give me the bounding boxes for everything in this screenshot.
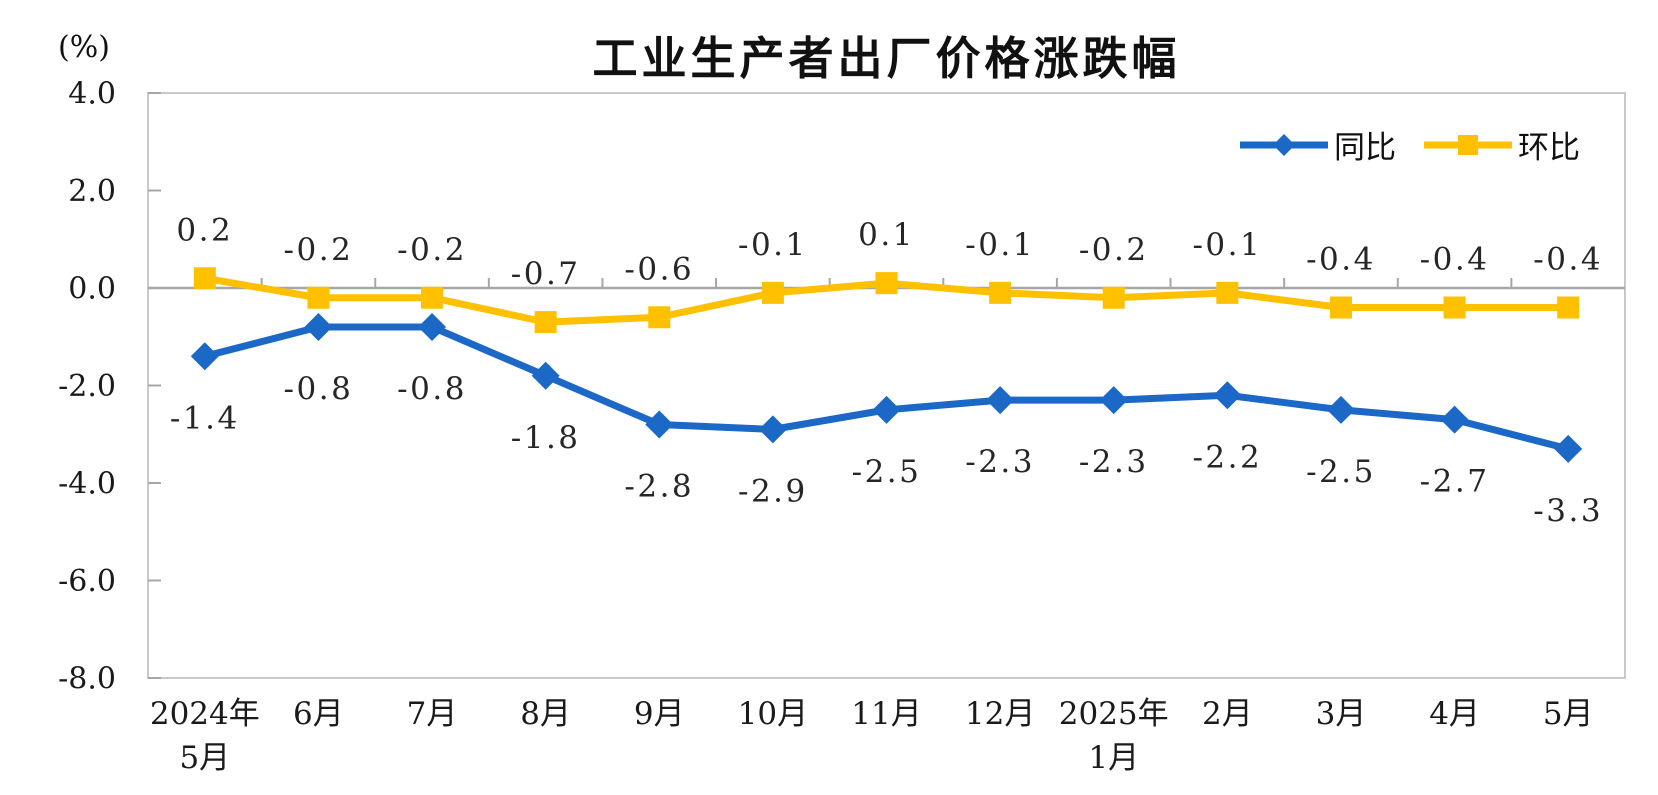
data-label: -3.3 <box>1533 493 1603 529</box>
data-point-marker <box>1329 296 1352 319</box>
data-point-marker <box>645 410 674 439</box>
data-point-marker <box>1554 434 1583 463</box>
data-label: -2.2 <box>1192 439 1262 475</box>
data-point-marker <box>531 361 560 390</box>
x-axis-tick-label: 2月 <box>1202 696 1253 732</box>
x-axis-tick-label: 2025年 <box>1059 696 1169 732</box>
data-point-marker <box>1216 281 1239 304</box>
y-axis-tick-label: 2.0 <box>68 174 116 209</box>
data-point-marker <box>1443 296 1466 319</box>
yoy-line-marker-icon <box>1240 133 1328 156</box>
data-point-marker <box>193 267 216 290</box>
data-label: -0.7 <box>511 256 581 292</box>
data-label: -2.5 <box>852 454 922 490</box>
x-axis-tick-label: 2024年 <box>150 696 260 732</box>
data-label: -0.1 <box>1192 227 1262 263</box>
y-axis-tick-label: -6.0 <box>58 564 116 599</box>
data-label: -0.2 <box>284 232 354 268</box>
data-label: -0.1 <box>738 227 808 263</box>
data-point-marker <box>872 395 901 424</box>
y-axis-tick-label: 0.0 <box>68 272 116 307</box>
data-label: -0.4 <box>1306 242 1376 278</box>
data-point-marker <box>1440 405 1469 434</box>
data-label: -0.4 <box>1420 242 1490 278</box>
y-axis-tick-label: 4.0 <box>68 77 116 112</box>
data-point-marker <box>418 313 447 341</box>
data-label: 0.1 <box>858 217 915 253</box>
data-point-marker <box>190 342 219 371</box>
x-axis-tick-label: 1月 <box>1088 740 1139 776</box>
x-axis-tick-label: 6月 <box>293 696 344 732</box>
data-point-marker <box>421 286 444 309</box>
data-label: -2.7 <box>1420 464 1490 500</box>
data-point-marker <box>758 415 787 444</box>
data-label: -0.1 <box>965 227 1035 263</box>
data-point-marker <box>534 311 557 334</box>
x-axis-tick-label: 5月 <box>1543 696 1594 732</box>
data-label: -0.8 <box>397 371 467 407</box>
data-point-marker <box>1102 286 1125 309</box>
data-label: -2.8 <box>624 469 694 505</box>
data-label: -1.8 <box>511 420 581 456</box>
data-point-marker <box>989 281 1012 304</box>
data-label: -2.3 <box>965 444 1035 480</box>
data-point-marker <box>304 313 333 341</box>
y-axis-tick-label: -2.0 <box>58 369 116 404</box>
x-axis-tick-label: 11月 <box>851 696 921 732</box>
data-point-marker <box>648 306 671 329</box>
data-label: -0.8 <box>284 371 354 407</box>
data-point-marker <box>875 272 898 295</box>
data-label: 0.2 <box>176 212 233 248</box>
mom-line-marker-icon <box>1424 134 1512 155</box>
x-axis-tick-label: 5月 <box>179 740 230 776</box>
x-axis-tick-label: 10月 <box>738 696 808 732</box>
legend-label-mom: 环比 <box>1518 130 1580 166</box>
legend-item-mom: 环比 <box>1422 122 1580 167</box>
data-label: -2.3 <box>1079 444 1149 480</box>
chart-title: 工业生产者出厂价格涨跌幅 <box>592 33 1181 84</box>
data-point-marker <box>1213 381 1242 410</box>
legend-item-yoy: 同比 <box>1238 122 1396 167</box>
data-label: -2.9 <box>738 473 808 509</box>
legend-label-yoy: 同比 <box>1334 130 1396 166</box>
x-axis-tick-label: 9月 <box>634 696 685 732</box>
y-axis-tick-label: -8.0 <box>58 662 116 697</box>
chart-legend: 同比 环比 <box>1238 122 1580 167</box>
data-label: -0.6 <box>624 251 694 287</box>
data-point-marker <box>1557 296 1580 319</box>
y-axis-unit-label: (%) <box>58 30 110 65</box>
plot-border <box>147 92 1626 679</box>
data-point-marker <box>1099 386 1128 415</box>
data-label: -0.4 <box>1533 242 1603 278</box>
x-axis-tick-label: 3月 <box>1316 696 1367 732</box>
y-axis-tick-label: -4.0 <box>58 467 116 502</box>
data-point-marker <box>1326 395 1355 424</box>
x-axis-tick-label: 7月 <box>407 696 458 732</box>
data-label: -0.2 <box>1079 232 1149 268</box>
x-axis-tick-label: 8月 <box>520 696 571 732</box>
data-point-marker <box>986 386 1015 415</box>
x-axis-tick-label: 4月 <box>1429 696 1480 732</box>
data-point-marker <box>761 281 784 304</box>
data-label: -0.2 <box>397 232 467 268</box>
x-axis-tick-label: 12月 <box>965 696 1035 732</box>
data-point-marker <box>307 286 330 309</box>
data-label: -2.5 <box>1306 454 1376 490</box>
data-label: -1.4 <box>170 400 240 436</box>
